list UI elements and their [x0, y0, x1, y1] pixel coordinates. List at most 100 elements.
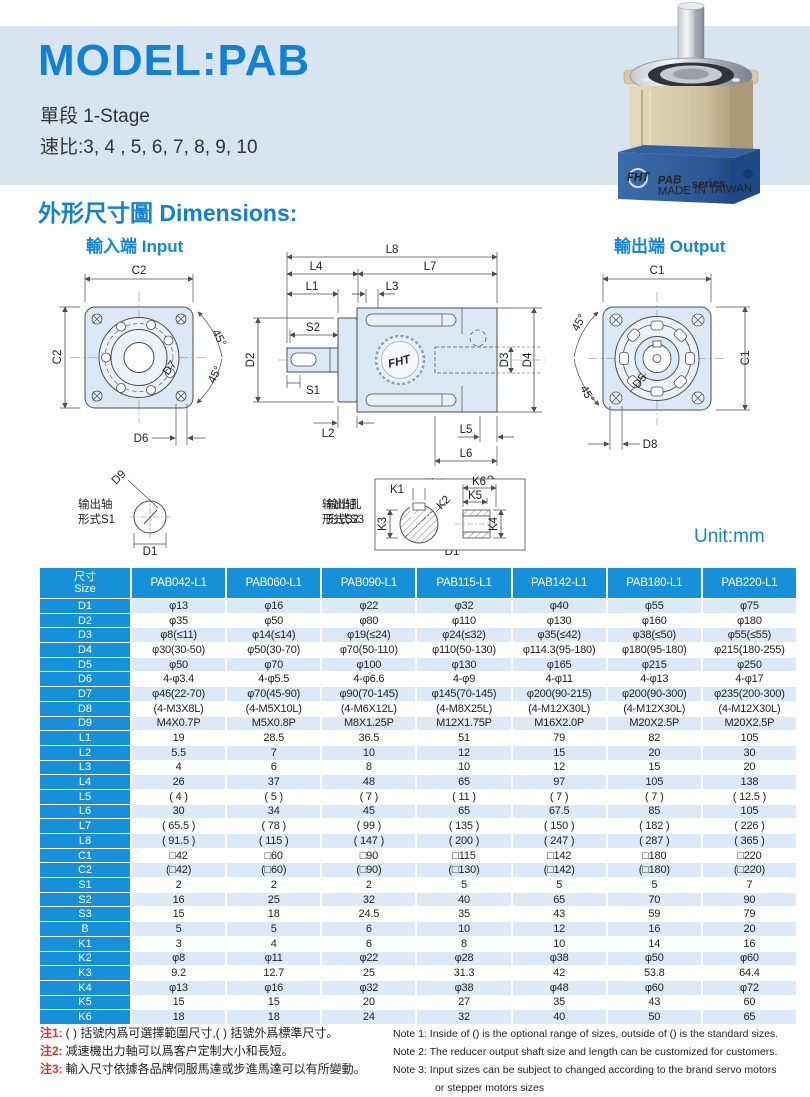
dimensions-heading: 外形尺寸圖 Dimensions:	[38, 200, 298, 226]
dimension-value: φ165	[512, 657, 606, 672]
dimension-value: φ22	[322, 951, 416, 966]
dimension-value: ( 12.5 )	[702, 789, 796, 804]
notes-english: Note 1: Inside of () is the optional ran…	[393, 1025, 801, 1097]
table-row: L5( 4 )( 5 )( 7 )( 11 )( 7 )( 7 )( 12.5 …	[40, 789, 796, 804]
dimension-value: 32	[322, 892, 416, 907]
column-header: PAB042-L1	[132, 568, 226, 598]
dimension-value: 20	[702, 922, 796, 936]
row-label: L1	[40, 731, 130, 745]
dimension-value: φ145(70-145)	[417, 687, 511, 701]
output-view-drawing: C1 C1 45° 45° D5 D8	[570, 265, 752, 451]
dimension-value: φ14(≤14)	[227, 628, 321, 643]
note-tag: 注2:	[40, 1044, 63, 1058]
row-label: K4	[40, 980, 130, 995]
dimension-value: φ38	[417, 980, 511, 995]
dimension-value: 8	[417, 936, 511, 951]
svg-text:K3: K3	[377, 517, 389, 531]
dimension-value: 50	[607, 1010, 701, 1024]
product-image: FHT PAB series MADE IN TAIWAN	[600, 2, 778, 208]
dimension-value: φ180(95-180)	[607, 643, 701, 657]
dimension-value: M20X2.5P	[702, 716, 796, 731]
side-view-drawing: FHT L8 L4 L7 L1 L3 S2 S1 D2	[245, 244, 548, 466]
gearbox-flange	[623, 57, 759, 95]
svg-text:45°: 45°	[206, 364, 225, 385]
dimension-value: 28.5	[227, 731, 321, 745]
dimension-value: 60	[702, 995, 796, 1010]
row-label: K5	[40, 995, 130, 1010]
dimension-value: φ46(22-70)	[132, 687, 226, 701]
dimension-value: 5.5	[132, 745, 226, 760]
dimension-value: 16	[607, 922, 701, 936]
row-label: K2	[40, 951, 130, 966]
dimension-value: 67.5	[512, 804, 606, 819]
dimension-value: 4-φ13	[607, 672, 701, 687]
dimension-value: 82	[607, 731, 701, 745]
dimension-value: 24.5	[322, 907, 416, 922]
dimension-value: 6	[227, 760, 321, 775]
note-tag: 注1:	[40, 1026, 63, 1040]
dimension-value: (4-M12X30L)	[702, 701, 796, 716]
svg-text:45°: 45°	[209, 328, 228, 349]
dimension-value: φ8(≤11)	[132, 628, 226, 643]
svg-text:45°: 45°	[577, 384, 596, 405]
svg-text:C2: C2	[52, 350, 64, 365]
table-row: D5 φ50 φ70 φ100 φ130 φ165 φ215 φ250	[40, 657, 796, 672]
dimension-value: 15	[132, 995, 226, 1010]
table-row: D4 φ30(30-50) φ50(30-70) φ70(50-110) φ110(50…	[40, 643, 796, 657]
dimension-value: M12X1.75P	[417, 716, 511, 731]
dimension-value: 5	[607, 878, 701, 892]
dimension-value: 26	[132, 775, 226, 789]
table-row: L4 26 37 48 65 97 105 138	[40, 775, 796, 789]
watermark-logo: FHT	[387, 353, 413, 370]
dimension-value: 2	[132, 878, 226, 892]
svg-text:D9: D9	[110, 468, 129, 487]
row-label: K3	[40, 966, 130, 980]
table-row: L6 30 34 45 65 67.5 85 105	[40, 804, 796, 819]
dimension-value: □180	[607, 848, 701, 863]
dimension-value: 53.8	[607, 966, 701, 980]
dimension-value: φ38(≤50)	[607, 628, 701, 643]
row-label: D1	[40, 599, 130, 613]
notes-chinese: 注1:( ) 括號内爲可選擇範圍尺寸,( ) 括號外爲標準尺寸。 注2: 减速機出力…	[40, 1024, 392, 1078]
svg-text:K1: K1	[390, 484, 404, 496]
dimension-value: 90	[702, 892, 796, 907]
dimension-value: 45	[322, 804, 416, 819]
dimension-value: 34	[227, 804, 321, 819]
dimension-value: 4-φ11	[512, 672, 606, 687]
dimension-value: 4-φ6.6	[322, 672, 416, 687]
svg-text:45°: 45°	[570, 312, 589, 333]
svg-text:形式S2: 形式S2	[322, 513, 359, 526]
table-row: K5 15 15 20 27 35 43 60	[40, 995, 796, 1010]
dimension-value: φ28	[417, 951, 511, 966]
dimension-value: 4-φ17	[702, 672, 796, 687]
table-row: B 5 5 6 10 12 16 20	[40, 922, 796, 936]
row-label: D7	[40, 687, 130, 701]
svg-text:输出轴: 输出轴	[78, 497, 113, 511]
table-row: S1 2 2 2 5 5 5 7	[40, 878, 796, 892]
table-row: L3 4 6 8 10 12 15 20	[40, 760, 796, 775]
dimension-value: 10	[417, 760, 511, 775]
row-label: L7	[40, 819, 130, 833]
table-row: S3 15 18 24.5 35 43 59 79	[40, 907, 796, 922]
dimension-value: φ60	[607, 980, 701, 995]
gearbox-shaft	[677, 2, 705, 70]
dimension-value: 4-φ9	[417, 672, 511, 687]
table-row: K1 3 4 6 8 10 14 16	[40, 936, 796, 951]
dimension-value: 16	[702, 936, 796, 951]
dimension-value: 19	[132, 731, 226, 745]
dimension-value: 97	[512, 775, 606, 789]
input-view-drawing: C2 C2 D6 D7 45° 45°	[52, 265, 228, 446]
row-label: L3	[40, 760, 130, 775]
svg-text:形式S3: 形式S3	[327, 513, 364, 526]
row-label: K1	[40, 936, 130, 951]
dimension-value: 2	[322, 878, 416, 892]
column-header: PAB220-L1	[702, 568, 796, 598]
dimension-value: ( 7 )	[512, 789, 606, 804]
dimension-value: ( 135 )	[417, 819, 511, 833]
dimension-value: φ16	[227, 980, 321, 995]
dimension-value: φ90(70-145)	[322, 687, 416, 701]
dimension-value: (4-M8X25L)	[417, 701, 511, 716]
dimension-value: 138	[702, 775, 796, 789]
svg-text:L7: L7	[424, 261, 437, 273]
row-label: D3	[40, 628, 130, 643]
